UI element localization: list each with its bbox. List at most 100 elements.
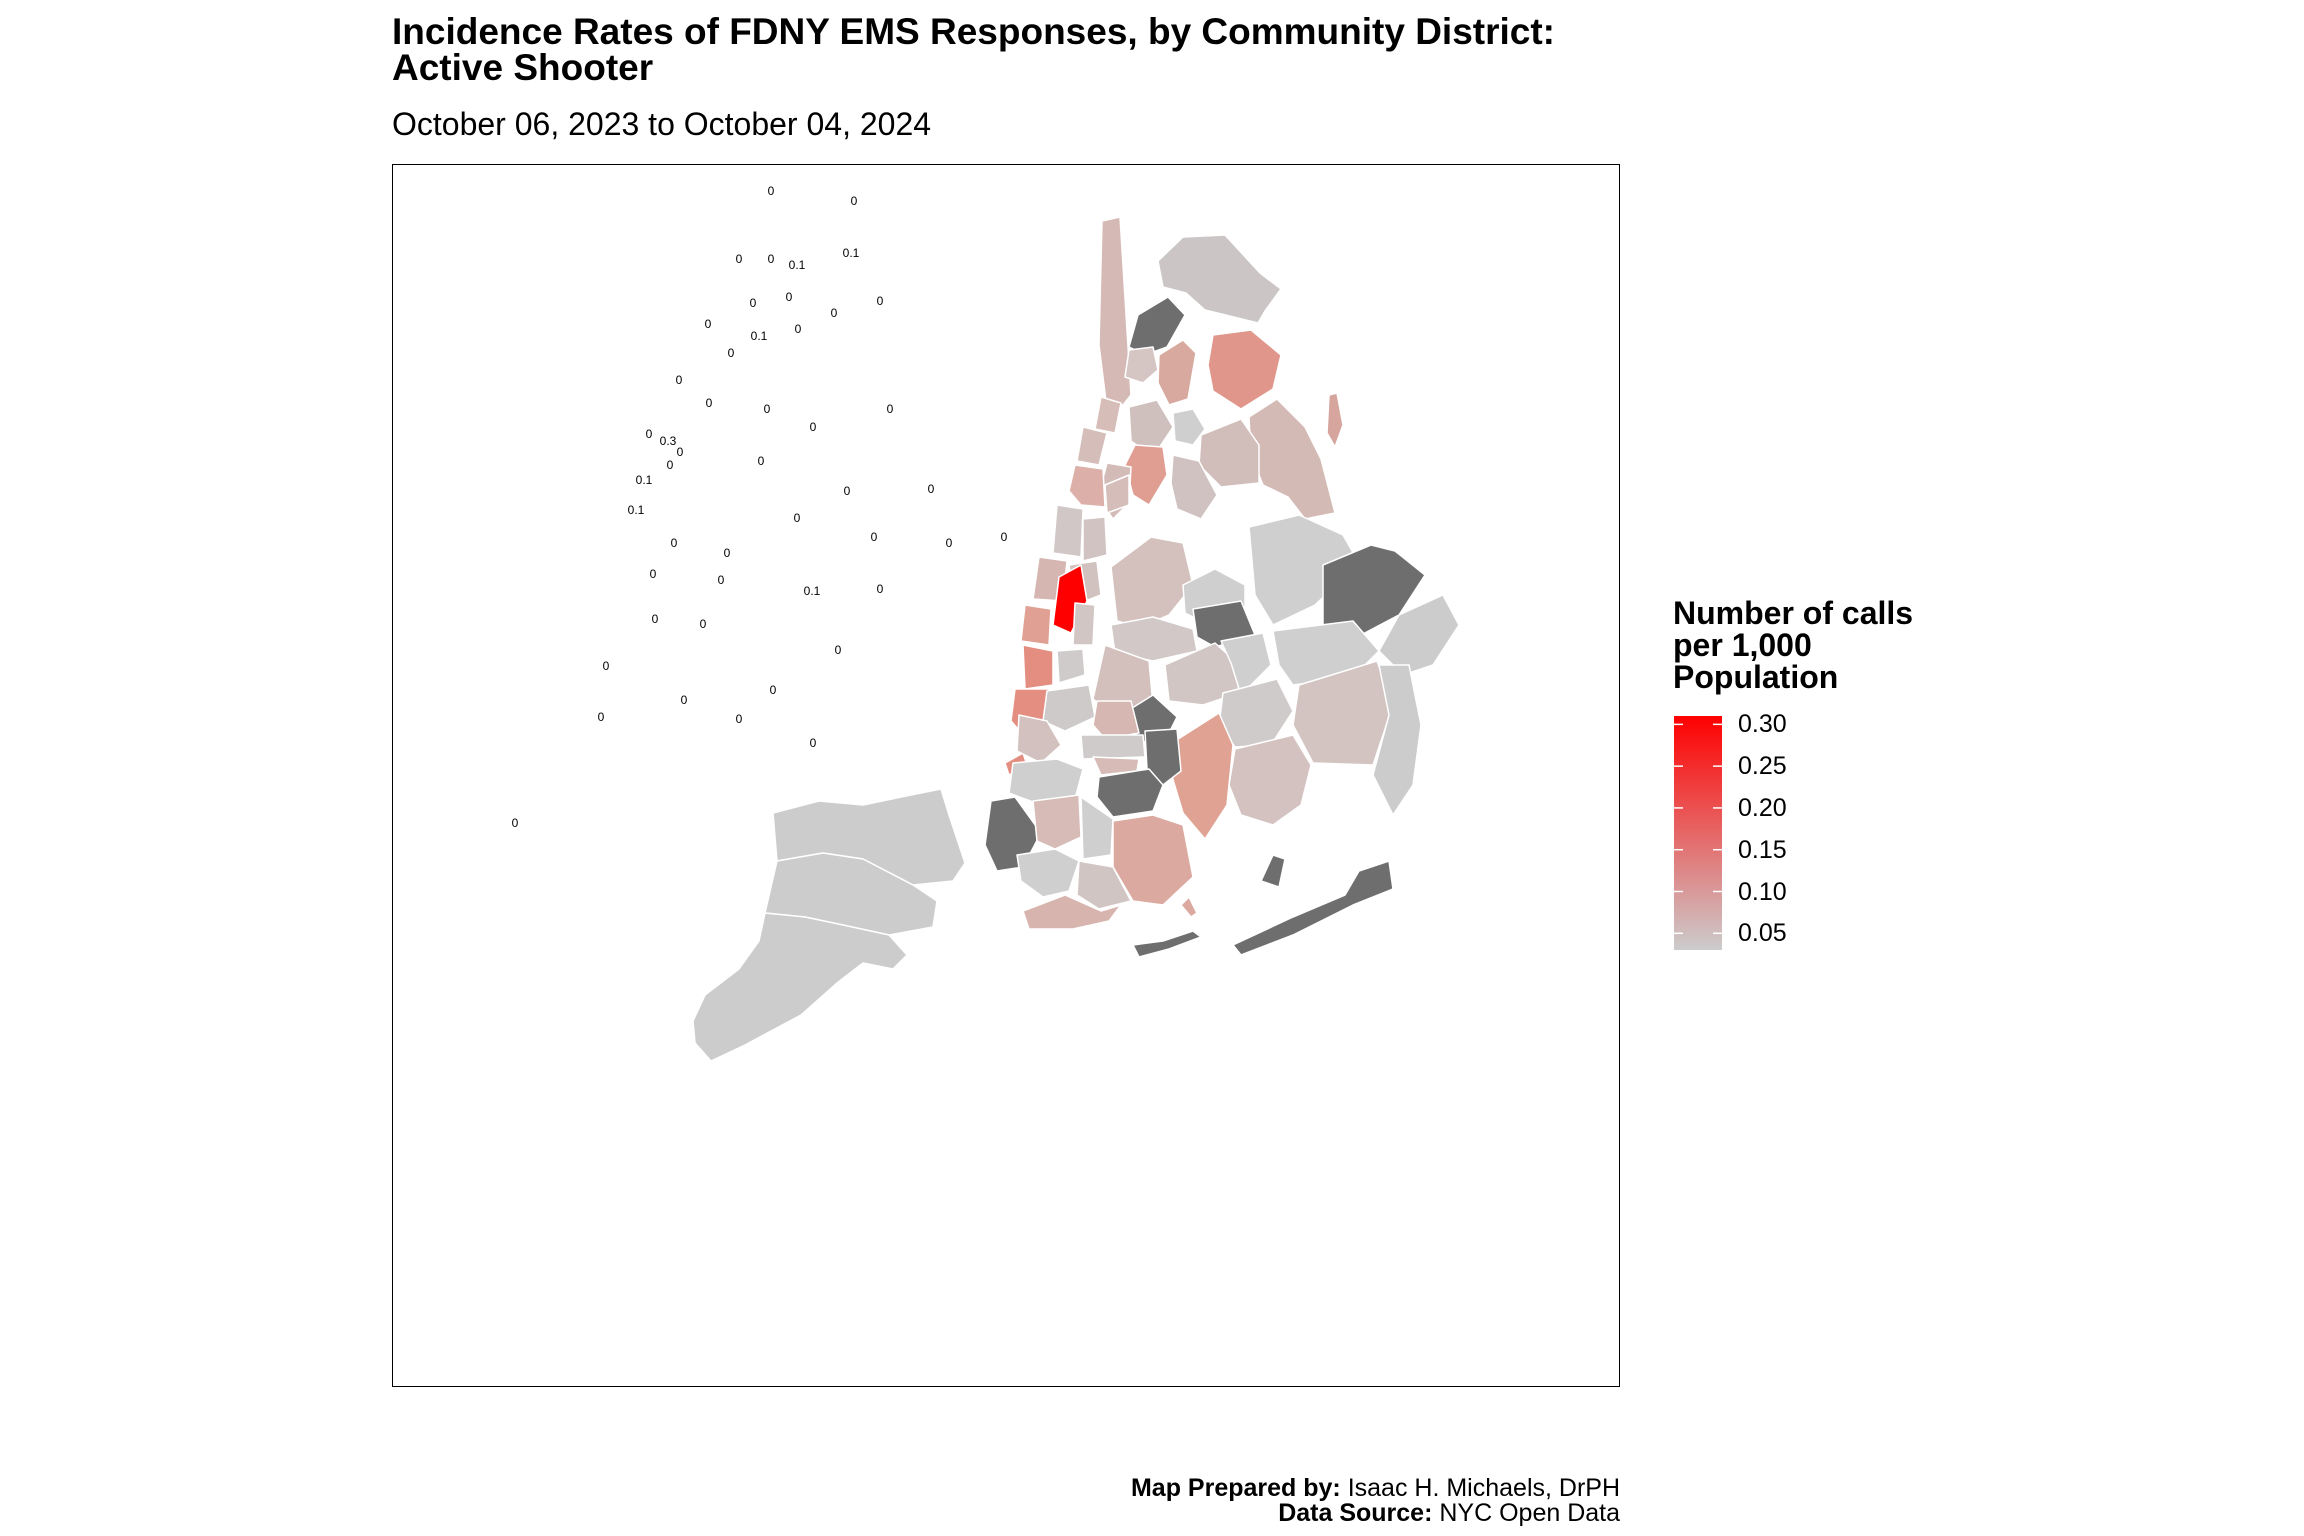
- district-label: 0: [700, 617, 707, 631]
- district-label: 0: [887, 402, 894, 416]
- district-bx-east: [1248, 398, 1336, 520]
- district-label: 0: [764, 402, 771, 416]
- district-bk-jamaica-bay-edge: [1180, 896, 1198, 918]
- district-mn-upper-east: [1082, 516, 1108, 562]
- district-label: 0: [851, 194, 858, 208]
- district-label: 0: [598, 710, 605, 724]
- district-label: 0: [928, 482, 935, 496]
- district-label: 0: [877, 294, 884, 308]
- district-bk-missing-1: [1144, 728, 1182, 786]
- legend-tick-label: 0.30: [1738, 710, 1787, 739]
- district-label: 0: [810, 736, 817, 750]
- district-label: 0.1: [789, 258, 806, 272]
- legend-title-line1: Number of calls: [1673, 595, 1914, 631]
- district-mn-inwood: [1094, 396, 1122, 434]
- district-bx-city-island: [1326, 392, 1344, 448]
- district-qn-flushing: [1220, 632, 1272, 696]
- district-bx-mid-2: [1172, 408, 1206, 446]
- district-label: 0.1: [804, 584, 821, 598]
- district-label: 0.1: [843, 246, 860, 260]
- district-bk-midwood: [1076, 860, 1132, 910]
- district-bk-bushwick: [1092, 700, 1140, 740]
- district-label: 0: [724, 546, 731, 560]
- district-labels: 0 0 0 0 0.1 0.1 0 0 0 0 0 0.1 0 0 0 0 0 …: [512, 184, 1008, 830]
- district-label: 0: [728, 346, 735, 360]
- district-mn-upper-west: [1052, 504, 1084, 558]
- district-label: 0: [877, 582, 884, 596]
- district-bk-brooklyn-heights: [1016, 714, 1062, 764]
- district-label: 0.1: [628, 503, 645, 517]
- credit-prepared-label: Map Prepared by:: [1130, 1474, 1341, 1502]
- district-label: 0: [794, 511, 801, 525]
- credits: Map Prepared by: Isaac H. Michaels, DrPH…: [1131, 1476, 1620, 1526]
- district-label: 0: [512, 816, 519, 830]
- district-mn-east-harlem: [1104, 474, 1130, 514]
- district-qn-broad-channel: [1260, 854, 1286, 888]
- district-mn-chelsea: [1020, 604, 1052, 646]
- map-title: Incidence Rates of FDNY EMS Responses, b…: [392, 11, 1556, 88]
- district-label: 0: [736, 712, 743, 726]
- district-bk-greenpoint: [1042, 684, 1096, 732]
- district-label: 0: [750, 296, 757, 310]
- map-panel: 0 0 0 0 0.1 0.1 0 0 0 0 0 0.1 0 0 0 0 0 …: [392, 164, 1620, 1387]
- legend-color-bar: [1674, 716, 1722, 950]
- district-bk-coney-island: [1022, 894, 1122, 930]
- district-qn-astoria: [1110, 536, 1194, 628]
- district-label: 0: [786, 290, 793, 304]
- district-label: 0: [646, 427, 653, 441]
- district-bx-south-3: [1170, 454, 1218, 520]
- district-qn-jamaica: [1292, 660, 1394, 766]
- legend-title-line3: Population: [1673, 659, 1839, 695]
- district-label: 0: [650, 567, 657, 581]
- district-mn-murray-hill: [1072, 602, 1096, 646]
- map-title-line1: Incidence Rates of FDNY EMS Responses, b…: [392, 11, 1556, 52]
- district-label: 0: [810, 420, 817, 434]
- district-mn-washington-heights: [1076, 426, 1108, 466]
- credit-source-value: NYC Open Data: [1439, 1499, 1620, 1527]
- district-label: 0: [758, 454, 765, 468]
- district-bx-missing-1: [1128, 296, 1186, 356]
- district-bx-center: [1157, 339, 1197, 406]
- district-qn-ozone-park: [1170, 712, 1234, 840]
- credit-source: Data Source: NYC Open Data: [1131, 1501, 1620, 1526]
- district-qn-south-ozone: [1228, 734, 1312, 826]
- district-label: 0.1: [636, 473, 653, 487]
- district-label: 0: [835, 643, 842, 657]
- district-mn-greenwich: [1022, 644, 1054, 690]
- district-label: 0: [681, 693, 688, 707]
- credit-prepared: Map Prepared by: Isaac H. Michaels, DrPH: [1131, 1476, 1620, 1501]
- district-label: 0: [706, 396, 713, 410]
- district-si-south-shore: [692, 912, 908, 1062]
- legend-tick-label: 0.15: [1738, 835, 1787, 864]
- district-bx-west: [1124, 346, 1159, 384]
- district-label: 0: [844, 484, 851, 498]
- district-label: 0: [736, 252, 743, 266]
- map-subtitle: October 06, 2023 to October 04, 2024: [392, 106, 932, 142]
- district-label: 0.3: [660, 434, 677, 448]
- legend-tick-label: 0.25: [1738, 752, 1787, 781]
- district-label: 0: [770, 683, 777, 697]
- district-label: 0: [795, 322, 802, 336]
- district-bx-riverdale: [1098, 216, 1132, 406]
- district-label: 0: [871, 530, 878, 544]
- district-bx-northeast: [1157, 234, 1282, 324]
- district-bk-bedstuy: [1080, 734, 1146, 760]
- district-qn-east-edge: [1378, 594, 1460, 676]
- legend-gradient: [1674, 716, 1722, 950]
- district-qn-breezy: [1132, 930, 1202, 958]
- map-title-line2: Active Shooter: [392, 47, 654, 88]
- district-label: 0: [718, 573, 725, 587]
- nyc-map: 0 0 0 0 0.1 0.1 0 0 0 0 0 0.1 0 0 0 0 0 …: [512, 184, 1460, 1062]
- district-label: 0: [671, 536, 678, 550]
- district-mn-central-harlem: [1068, 464, 1106, 508]
- district-label: 0.1: [751, 329, 768, 343]
- district-qn-queens-village: [1372, 664, 1422, 816]
- district-label: 0: [676, 373, 683, 387]
- district-bx-mid-1: [1128, 399, 1174, 458]
- district-label: 0: [831, 306, 838, 320]
- district-label: 0: [677, 445, 684, 459]
- credit-prepared-value: Isaac H. Michaels, DrPH: [1347, 1474, 1620, 1502]
- district-bk-flatbush: [1080, 796, 1114, 860]
- district-label: 0: [946, 536, 953, 550]
- district-label: 0: [1001, 530, 1008, 544]
